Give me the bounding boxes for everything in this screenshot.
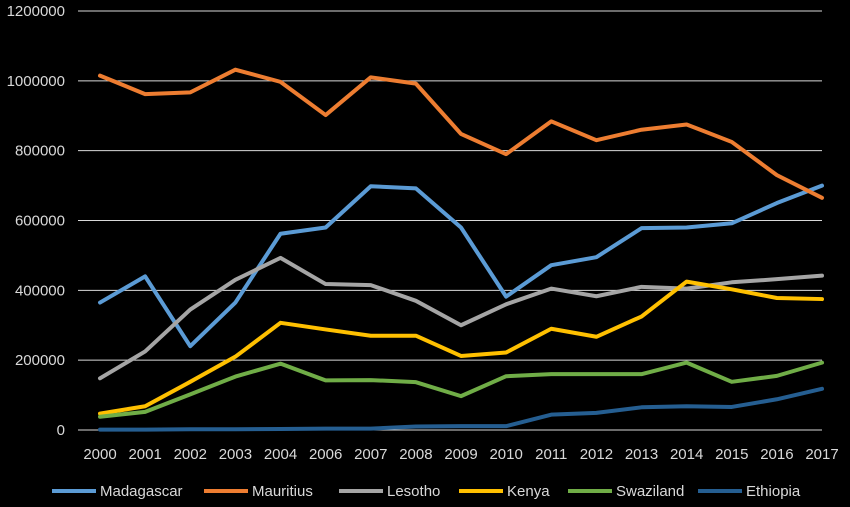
legend-item-lesotho: Lesotho [339, 483, 440, 500]
x-tick-label: 2014 [670, 446, 703, 463]
series-line-lesotho [98, 255, 824, 381]
x-tick-label: 2011 [535, 446, 567, 463]
x-tick-label: 2003 [219, 446, 252, 463]
series-line-madagascar [98, 183, 824, 349]
x-tick-label: 2007 [354, 446, 387, 463]
y-tick-label: 400000 [15, 282, 65, 299]
legend-label: Mauritius [252, 483, 313, 500]
x-tick-label: 2008 [399, 446, 432, 463]
series-lines [98, 67, 824, 432]
legend-item-madagascar: Madagascar [52, 483, 183, 500]
legend-item-mauritius: Mauritius [204, 483, 313, 500]
y-tick-label: 0 [57, 422, 65, 439]
y-tick-label: 1000000 [7, 73, 65, 90]
series-line-mauritius [98, 67, 824, 200]
y-tick-label: 1200000 [7, 3, 65, 20]
legend-item-ethiopia: Ethiopia [698, 483, 801, 500]
legend-label: Madagascar [100, 483, 183, 500]
legend: Madagascar Mauritius Lesotho Kenya Swaziland… [52, 483, 801, 500]
x-tick-label: 2006 [309, 446, 342, 463]
legend-label: Swaziland [616, 483, 684, 500]
y-axis-ticks: 0 200000 400000 600000 800000 1000000 1200000 [7, 3, 65, 439]
x-tick-label: 2017 [805, 446, 838, 463]
gridlines [78, 10, 822, 431]
x-tick-label: 2016 [760, 446, 793, 463]
legend-label: Lesotho [387, 483, 440, 500]
x-axis-ticks: 2000 2001 2002 2003 2004 2006 2007 2008 2009 2010… [83, 446, 838, 463]
legend-label: Kenya [507, 483, 550, 500]
x-tick-label: 2004 [264, 446, 297, 463]
legend-item-kenya: Kenya [459, 483, 550, 500]
x-tick-label: 2000 [83, 446, 116, 463]
x-tick-label: 2013 [625, 446, 658, 463]
legend-item-swaziland: Swaziland [568, 483, 684, 500]
y-tick-label: 800000 [15, 143, 65, 160]
series-line-swaziland [98, 360, 824, 419]
y-tick-label: 200000 [15, 352, 65, 369]
x-tick-label: 2001 [128, 446, 161, 463]
y-tick-label: 600000 [15, 213, 65, 230]
x-tick-label: 2015 [715, 446, 748, 463]
x-tick-label: 2002 [174, 446, 207, 463]
x-tick-label: 2009 [444, 446, 477, 463]
series-line-ethiopia [98, 386, 824, 432]
series-line-kenya [98, 279, 824, 416]
x-tick-label: 2012 [580, 446, 613, 463]
legend-label: Ethiopia [746, 483, 801, 500]
x-tick-label: 2010 [489, 446, 522, 463]
